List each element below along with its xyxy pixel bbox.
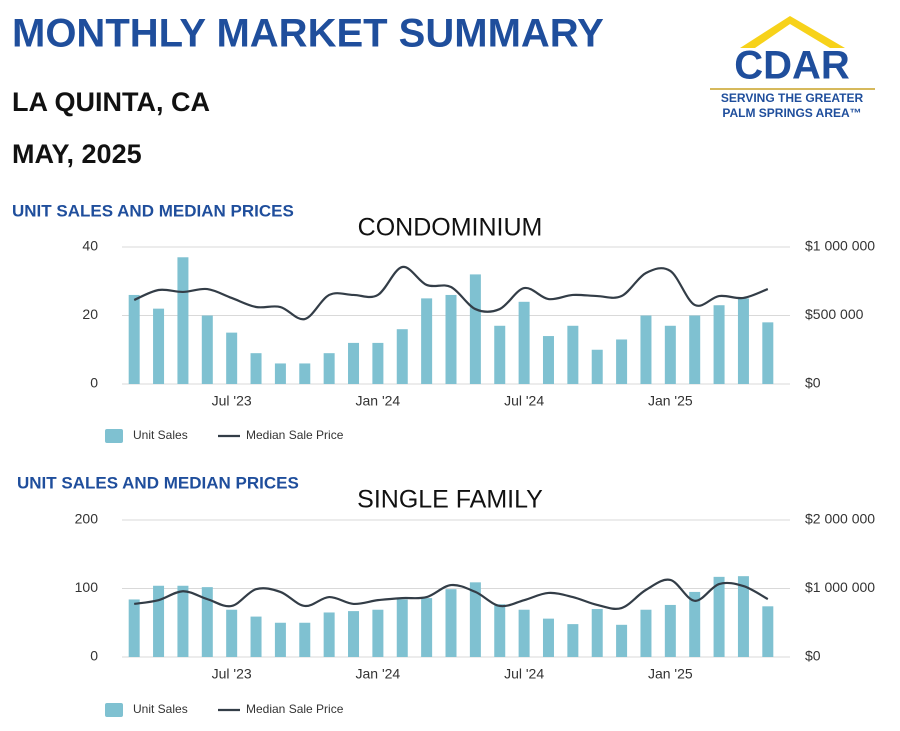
y-tick-label: 20 — [82, 306, 98, 322]
bar — [762, 322, 774, 384]
bar — [250, 353, 262, 384]
legend-label: Unit Sales — [133, 702, 188, 716]
logo-tagline: SERVING THE GREATER — [721, 91, 864, 105]
bar — [445, 589, 457, 657]
logo-tagline: PALM SPRINGS AREA™ — [722, 106, 861, 120]
page-title: MONTHLY MARKET SUMMARY — [12, 12, 604, 56]
bar — [616, 339, 628, 384]
chart-title: SINGLE FAMILY — [357, 486, 543, 514]
x-tick-label: Jul '24 — [504, 666, 544, 682]
bar — [469, 582, 481, 657]
y-tick-label: 100 — [75, 579, 99, 595]
bar — [372, 342, 384, 384]
bar — [177, 585, 189, 657]
logo-name: CDAR — [734, 44, 850, 88]
y2-tick-label: $500 000 — [805, 306, 864, 322]
bar — [591, 349, 603, 384]
bar — [664, 604, 676, 657]
x-tick-label: Jan '25 — [648, 666, 693, 682]
legend-swatch — [105, 429, 123, 443]
legend-swatch — [105, 703, 123, 717]
bar — [153, 308, 165, 384]
price-line — [134, 578, 769, 610]
bar — [153, 585, 165, 657]
date: MAY, 2025 — [12, 139, 142, 169]
bar — [469, 274, 481, 384]
bar — [664, 325, 676, 384]
chart-heading: UNIT SALES AND MEDIAN PRICES — [17, 473, 299, 492]
bar — [689, 591, 701, 657]
bar — [542, 618, 554, 657]
bar — [201, 587, 213, 657]
bar — [762, 606, 774, 657]
price-line — [133, 265, 769, 321]
x-tick-label: Jan '25 — [648, 393, 693, 409]
bar — [689, 315, 701, 384]
bar — [737, 298, 749, 384]
x-tick-label: Jul '24 — [504, 393, 544, 409]
bar — [299, 363, 311, 384]
bar — [445, 294, 457, 384]
bar — [518, 609, 530, 657]
bar — [518, 301, 530, 384]
y-tick-label: 200 — [75, 511, 99, 527]
bar — [250, 616, 262, 657]
bar — [640, 609, 652, 657]
chart-heading: UNIT SALES AND MEDIAN PRICES — [12, 201, 294, 220]
bar — [421, 598, 433, 657]
y-tick-label: 0 — [90, 648, 98, 664]
x-tick-label: Jan '24 — [356, 666, 401, 682]
legend-label: Unit Sales — [133, 428, 188, 442]
bar — [226, 609, 238, 657]
bar — [299, 622, 311, 657]
bar — [226, 332, 238, 384]
bar — [128, 599, 140, 657]
bar — [421, 298, 433, 384]
bar — [713, 305, 725, 384]
y-tick-label: 0 — [90, 375, 98, 391]
bar — [713, 576, 725, 657]
location: LA QUINTA, CA — [12, 87, 210, 117]
y2-tick-label: $0 — [805, 375, 821, 391]
bar — [542, 336, 554, 384]
y2-tick-label: $1 000 000 — [805, 579, 875, 595]
legend-label: Median Sale Price — [246, 428, 344, 442]
y-tick-label: 40 — [82, 238, 98, 254]
logo: CDAR SERVING THE GREATER PALM SPRINGS AR… — [710, 16, 875, 120]
bar — [201, 315, 213, 384]
bar — [591, 609, 603, 657]
bar — [640, 315, 652, 384]
x-tick-label: Jul '23 — [212, 393, 252, 409]
bar — [348, 611, 360, 657]
bar — [567, 325, 579, 384]
bar — [274, 363, 286, 384]
bar — [372, 609, 384, 657]
bar — [396, 599, 408, 657]
bar — [396, 329, 408, 384]
x-tick-label: Jan '24 — [356, 393, 401, 409]
y2-tick-label: $1 000 000 — [805, 238, 875, 254]
legend-label: Median Sale Price — [246, 702, 344, 716]
bar — [177, 257, 189, 384]
bar — [616, 624, 628, 657]
bar — [737, 576, 749, 657]
bar — [494, 325, 506, 384]
bar — [323, 353, 335, 384]
bar — [348, 342, 360, 384]
x-tick-label: Jul '23 — [212, 666, 252, 682]
bar — [128, 294, 140, 384]
y2-tick-label: $2 000 000 — [805, 511, 875, 527]
bar — [323, 612, 335, 657]
bar — [494, 604, 506, 657]
bar — [274, 622, 286, 657]
y2-tick-label: $0 — [805, 648, 821, 664]
logo-roof — [740, 16, 845, 48]
bar — [567, 624, 579, 657]
chart-title: CONDOMINIUM — [358, 214, 543, 242]
